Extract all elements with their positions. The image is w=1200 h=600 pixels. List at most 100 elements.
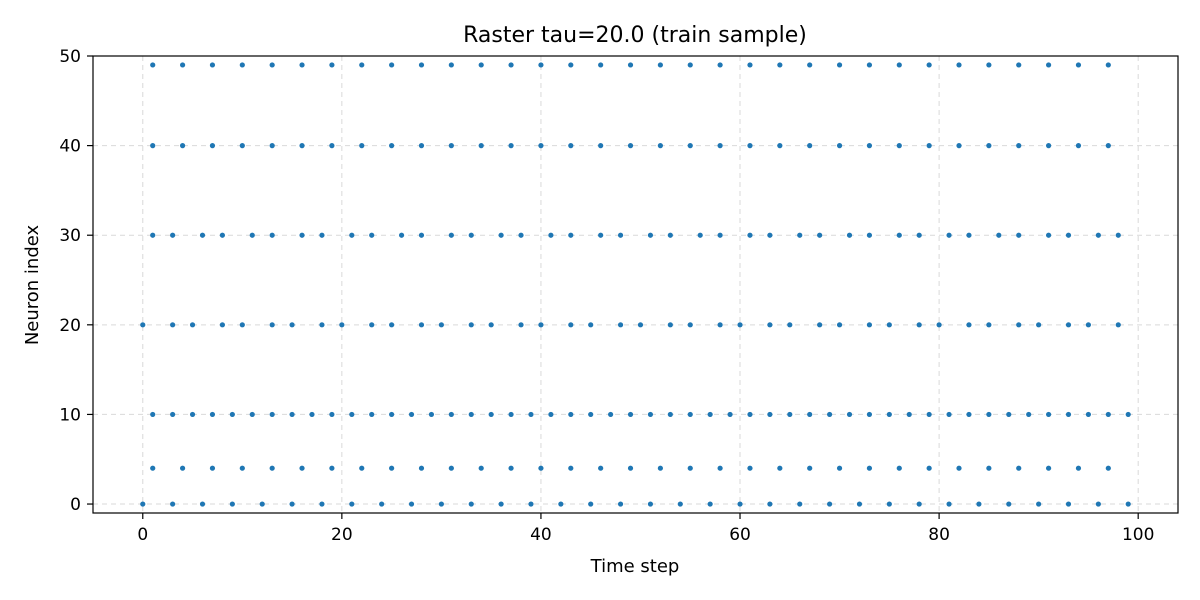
spike-point [667, 232, 673, 238]
spike-point [239, 143, 245, 149]
spike-point [1115, 232, 1121, 238]
spike-point [269, 411, 275, 418]
spike-point [777, 465, 783, 471]
spike-point [418, 143, 425, 149]
spike-point [329, 465, 335, 471]
spike-point [468, 232, 474, 238]
spike-point [1065, 322, 1072, 328]
spike-point [1045, 62, 1052, 68]
x-axis-label: Time step [590, 556, 680, 577]
spike-point [986, 62, 992, 68]
spike-point [249, 232, 255, 238]
spike-point [687, 411, 693, 418]
spike-point [926, 465, 932, 471]
spike-point [747, 411, 753, 418]
spike-point [498, 232, 504, 238]
spike-point [239, 62, 245, 68]
spike-point [269, 465, 275, 471]
spike-point [717, 143, 723, 149]
spike-point [239, 322, 245, 328]
spike-point [478, 465, 484, 471]
spike-point [1016, 143, 1022, 149]
spike-point [329, 143, 335, 149]
spike-point [269, 143, 275, 149]
spike-point [309, 411, 315, 418]
spike-point [408, 411, 415, 418]
y-tick-label: 30 [59, 226, 81, 246]
spike-point [369, 232, 375, 238]
spike-point [647, 411, 654, 418]
x-tick-label: 60 [729, 525, 751, 545]
spike-point [836, 62, 843, 68]
spike-point [976, 501, 982, 507]
spike-point [767, 232, 773, 238]
spike-point [817, 322, 823, 328]
spike-point [329, 411, 335, 418]
spike-point [289, 411, 295, 418]
spike-point [647, 232, 654, 238]
spike-point [349, 411, 355, 418]
spike-point [299, 62, 305, 68]
x-tick-label: 80 [928, 525, 950, 545]
spike-point [568, 62, 574, 68]
spike-point [468, 411, 474, 418]
spike-point [538, 465, 544, 471]
spike-point [229, 411, 235, 418]
spike-point [767, 411, 773, 418]
spike-point [1026, 411, 1032, 418]
spike-point [896, 62, 902, 68]
spike-point [1105, 411, 1111, 418]
spike-point [1045, 232, 1052, 238]
spike-point [747, 465, 753, 471]
spike-point [349, 501, 355, 507]
spike-point [398, 232, 405, 238]
y-tick-label: 40 [59, 137, 81, 157]
spike-point [349, 232, 355, 238]
spike-point [797, 501, 803, 507]
spike-point [1085, 411, 1092, 418]
spike-point [448, 143, 454, 149]
spike-point [727, 411, 733, 418]
spike-point [359, 62, 365, 68]
spike-point [150, 411, 156, 418]
spike-point [488, 322, 494, 328]
spike-point [319, 501, 325, 507]
spike-point [617, 232, 624, 238]
spike-point [687, 465, 693, 471]
spike-point [478, 62, 484, 68]
spike-point [956, 465, 962, 471]
spike-point [667, 411, 673, 418]
spike-point [150, 232, 156, 238]
spike-point [856, 501, 863, 507]
spike-point [627, 62, 634, 68]
spike-point [568, 411, 574, 418]
y-tick-label: 50 [59, 47, 81, 67]
spike-point [448, 465, 454, 471]
spike-point [249, 411, 255, 418]
spike-point [926, 411, 932, 418]
spike-point [717, 232, 723, 238]
spike-point [170, 501, 176, 507]
spike-point [568, 322, 574, 328]
spike-point [359, 465, 365, 471]
spike-point [418, 465, 425, 471]
spike-point [508, 411, 514, 418]
spike-point [448, 232, 454, 238]
spike-point [936, 322, 942, 328]
spike-point [269, 62, 275, 68]
spike-point [389, 322, 395, 328]
spike-point [359, 143, 365, 149]
spike-point [468, 322, 474, 328]
spike-point [219, 232, 226, 238]
spike-point [747, 232, 753, 238]
spike-point [508, 62, 514, 68]
spike-point [438, 501, 444, 507]
spike-point [1125, 411, 1131, 418]
spike-point [1045, 465, 1052, 471]
spike-point [1036, 501, 1042, 507]
spike-point [150, 143, 156, 149]
spike-point [598, 62, 604, 68]
spike-point [956, 62, 962, 68]
